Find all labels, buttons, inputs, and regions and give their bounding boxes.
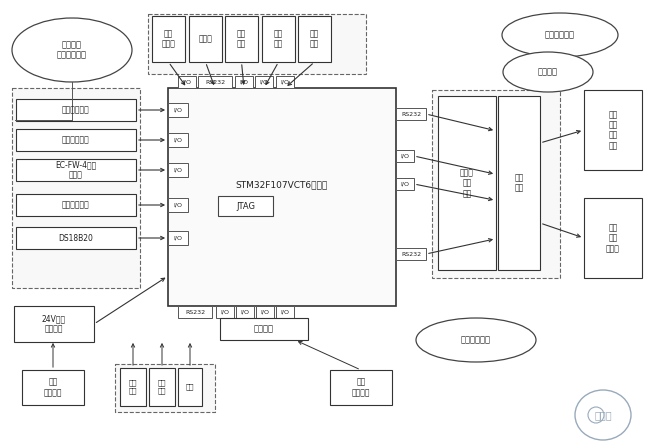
Ellipse shape [416,318,536,362]
Text: I/O: I/O [400,154,409,159]
Bar [396,178,414,190]
Bar [396,248,426,260]
Bar [262,16,295,62]
Text: RS232: RS232 [401,112,421,117]
Text: RS232: RS232 [205,79,225,85]
Text: EC-FW-4流量
传感器: EC-FW-4流量 传感器 [56,160,97,180]
Text: 日月辰: 日月辰 [594,410,612,420]
Bar [16,194,136,216]
Bar [16,129,136,151]
Text: I/O: I/O [261,310,270,315]
Text: I/O: I/O [182,79,191,85]
Text: 音效
合成模块: 音效 合成模块 [44,378,62,397]
Bar [168,163,188,177]
Ellipse shape [502,13,618,57]
Bar [584,198,642,278]
Bar [16,99,136,121]
Ellipse shape [12,18,132,82]
Text: I/O: I/O [281,310,289,315]
Bar [12,88,140,288]
Text: I/O: I/O [281,79,289,85]
Text: 压力检测开关: 压力检测开关 [62,201,90,210]
Bar [178,306,212,318]
Text: 低水位传感器: 低水位传感器 [62,136,90,144]
Bar [396,150,414,162]
Bar [256,306,274,318]
Text: 人机交互模块: 人机交互模块 [461,335,491,345]
Bar [14,306,94,342]
Text: I/O: I/O [259,79,268,85]
Text: 凝血
脚踏: 凝血 脚踏 [158,380,167,394]
Bar [120,368,146,406]
Text: 汽化
脚踏: 汽化 脚踏 [129,380,137,394]
Bar [168,133,188,147]
Bar [396,108,426,120]
Bar [198,76,232,88]
Text: I/O: I/O [400,182,409,187]
Text: I/O: I/O [221,310,229,315]
Text: 触摸屏: 触摸屏 [199,35,212,43]
Text: 24V直流
开关电源: 24V直流 开关电源 [42,314,66,334]
Text: 精密水冷
单元参数监控: 精密水冷 单元参数监控 [57,40,87,60]
Text: 光纤
检测模块: 光纤 检测模块 [352,378,370,397]
Bar [148,14,366,74]
Text: I/O: I/O [174,236,182,241]
Bar [225,16,258,62]
Text: 出光
指示灯: 出光 指示灯 [161,29,176,49]
Bar [584,90,642,170]
Text: 人机交互模块: 人机交互模块 [545,31,575,39]
Bar [168,88,396,306]
Bar [236,306,254,318]
Bar [22,370,84,405]
Ellipse shape [503,52,593,92]
Bar [276,76,294,88]
Text: DS18B20: DS18B20 [59,233,93,242]
Text: 滤波
电路: 滤波 电路 [515,173,524,193]
Text: I/O: I/O [174,202,182,207]
Bar [16,227,136,249]
Bar [438,96,496,270]
Text: 急停
按鈕: 急停 按鈕 [274,29,283,49]
Bar [189,16,222,62]
Bar [298,16,331,62]
Text: 光耦隔离: 光耦隔离 [254,325,274,334]
Text: JTAG: JTAG [236,202,255,210]
Bar [16,159,136,181]
Bar [178,76,196,88]
Text: STM32F107VCT6控制板: STM32F107VCT6控制板 [236,180,328,190]
Bar [216,306,234,318]
Bar [276,306,294,318]
Bar [235,76,253,88]
Bar [330,370,392,405]
Bar [178,368,202,406]
Bar [255,76,273,88]
Text: RS232: RS232 [185,310,205,315]
Bar [498,96,540,270]
Text: 电源
接口
激光器: 电源 接口 激光器 [606,223,620,253]
Text: RS232: RS232 [401,252,421,256]
Text: I/O: I/O [174,167,182,172]
Bar [168,103,188,117]
Bar [168,231,188,245]
Bar [115,364,215,412]
Text: 钒盘
开关: 钒盘 开关 [237,29,246,49]
Text: 门控: 门控 [185,384,194,390]
Bar [152,16,185,62]
Bar [168,198,188,212]
Text: 启动
按鈕: 启动 按鈕 [310,29,319,49]
Text: 高水位传感器: 高水位传感器 [62,105,90,114]
Text: 继电器
驱动
电路: 继电器 驱动 电路 [460,168,474,198]
Text: I/O: I/O [174,108,182,113]
Text: I/O: I/O [240,79,249,85]
Text: I/O: I/O [240,310,249,315]
Bar [218,196,273,216]
Text: I/O: I/O [174,137,182,143]
Text: 配电模块: 配电模块 [538,67,558,77]
Bar [220,318,308,340]
Text: 水冷
单元
电源
接口: 水冷 单元 电源 接口 [609,110,618,150]
Bar [149,368,175,406]
Bar [432,90,560,278]
